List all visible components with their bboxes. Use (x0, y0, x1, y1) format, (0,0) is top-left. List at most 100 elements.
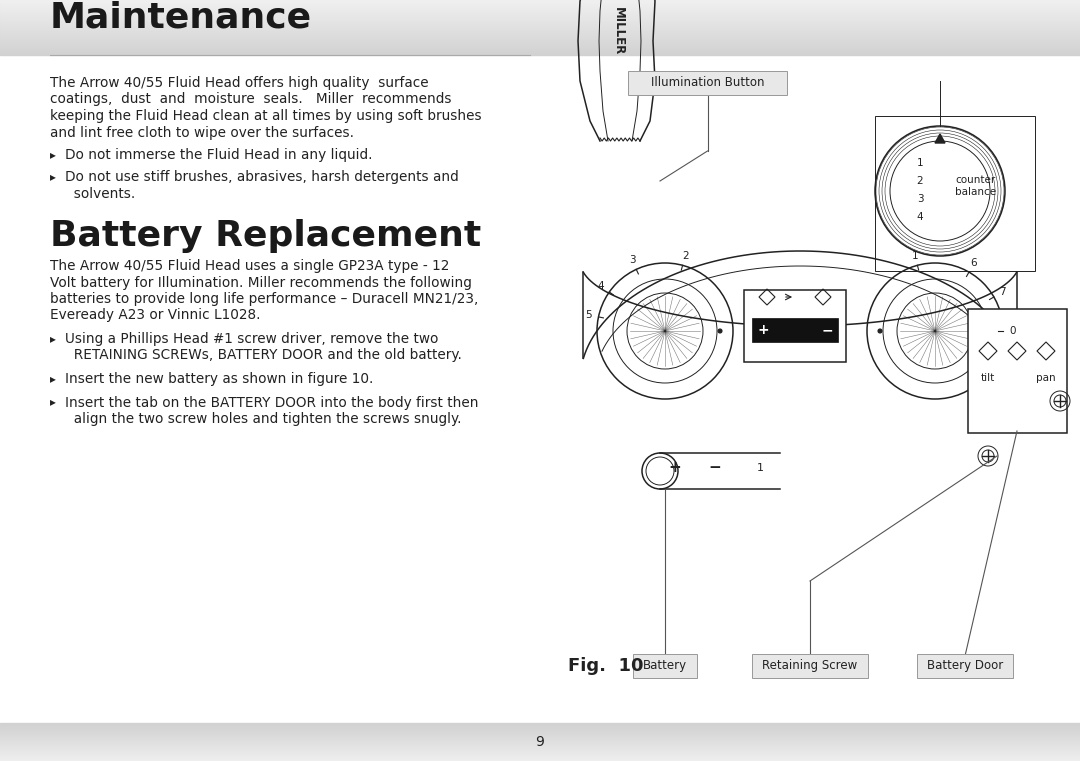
Bar (0, 757, 1080, 758)
Bar (0, 753, 1080, 754)
Ellipse shape (718, 329, 723, 333)
Bar (0, 14, 1080, 15)
Bar (0, 756, 1080, 757)
FancyBboxPatch shape (917, 654, 1013, 678)
Bar (0, 12, 1080, 13)
Bar (0, 733, 1080, 734)
Bar (0, 737, 1080, 738)
Bar (0, 8, 1080, 9)
Bar (0, 750, 1080, 751)
Bar (0, 34, 1080, 35)
Bar (0, 729, 1080, 730)
Text: batteries to provide long life performance – Duracell MN21/23,: batteries to provide long life performan… (50, 292, 478, 306)
Bar (0, 755, 1080, 756)
Text: ▸: ▸ (50, 332, 56, 345)
Bar (0, 42, 1080, 43)
Bar (0, 752, 1080, 753)
Bar (0, 5, 1080, 6)
Text: The Arrow 40/55 Fluid Head offers high quality  surface: The Arrow 40/55 Fluid Head offers high q… (50, 76, 429, 90)
Bar (0, 35, 1080, 36)
Bar (0, 49, 1080, 50)
Bar (0, 44, 1080, 45)
Text: +: + (757, 323, 769, 337)
Text: Battery: Battery (643, 660, 687, 673)
Bar (0, 723, 1080, 724)
Text: Using a Phillips Head #1 screw driver, remove the two: Using a Phillips Head #1 screw driver, r… (65, 332, 438, 346)
Bar (0, 760, 1080, 761)
Bar (0, 43, 1080, 44)
Bar (0, 27, 1080, 28)
Text: align the two screw holes and tighten the screws snugly.: align the two screw holes and tighten th… (65, 412, 461, 426)
Bar (0, 740, 1080, 741)
Text: 2: 2 (681, 250, 689, 261)
Text: Insert the new battery as shown in figure 10.: Insert the new battery as shown in figur… (65, 372, 374, 386)
FancyBboxPatch shape (627, 71, 787, 95)
Bar (0, 52, 1080, 53)
Bar (0, 19, 1080, 20)
Text: 3: 3 (917, 194, 923, 204)
Text: 6: 6 (971, 259, 977, 269)
Bar (0, 37, 1080, 38)
Text: 2: 2 (917, 176, 923, 186)
Bar (0, 21, 1080, 22)
Bar (0, 15, 1080, 16)
Text: and lint free cloth to wipe over the surfaces.: and lint free cloth to wipe over the sur… (50, 126, 354, 139)
Bar (0, 745, 1080, 746)
Text: ▸: ▸ (50, 148, 56, 161)
Text: 1: 1 (917, 158, 923, 168)
Bar (0, 32, 1080, 33)
Bar (0, 743, 1080, 744)
Bar (0, 46, 1080, 47)
Bar (0, 16, 1080, 17)
FancyBboxPatch shape (753, 654, 867, 678)
Bar (0, 758, 1080, 759)
Bar (0, 732, 1080, 733)
Text: 7: 7 (999, 287, 1005, 297)
Bar (0, 736, 1080, 737)
Text: 3: 3 (629, 255, 635, 266)
Bar (0, 23, 1080, 24)
Bar (0, 744, 1080, 745)
Text: counter
balance: counter balance (955, 175, 996, 197)
Bar (0, 1, 1080, 2)
FancyBboxPatch shape (968, 309, 1067, 433)
Bar (0, 25, 1080, 26)
Text: Do not immerse the Fluid Head in any liquid.: Do not immerse the Fluid Head in any liq… (65, 148, 373, 162)
Bar (0, 51, 1080, 52)
Text: RETAINING SCREWs, BATTERY DOOR and the old battery.: RETAINING SCREWs, BATTERY DOOR and the o… (65, 349, 462, 362)
Bar (0, 749, 1080, 750)
Text: 1: 1 (756, 463, 764, 473)
FancyBboxPatch shape (752, 318, 838, 342)
Bar (0, 748, 1080, 749)
Text: tilt: tilt (981, 373, 995, 383)
Bar (0, 727, 1080, 728)
Bar (0, 746, 1080, 747)
Bar (0, 2, 1080, 3)
Bar (0, 735, 1080, 736)
Text: pan: pan (1036, 373, 1056, 383)
Bar (0, 7, 1080, 8)
Bar (0, 36, 1080, 37)
Polygon shape (935, 134, 945, 143)
Text: ▸: ▸ (50, 396, 56, 409)
Bar (0, 751, 1080, 752)
Text: −: − (821, 323, 833, 337)
Text: solvents.: solvents. (65, 187, 135, 201)
Text: Illumination Button: Illumination Button (651, 77, 765, 90)
Bar (0, 31, 1080, 32)
Bar (0, 747, 1080, 748)
Bar (0, 41, 1080, 42)
Bar (0, 754, 1080, 755)
Bar (0, 40, 1080, 41)
Bar (0, 22, 1080, 23)
Text: Maintenance: Maintenance (50, 1, 312, 35)
Bar (0, 6, 1080, 7)
Bar (0, 728, 1080, 729)
Bar (0, 4, 1080, 5)
Bar (0, 742, 1080, 743)
Bar (0, 11, 1080, 12)
Bar (0, 20, 1080, 21)
Bar (0, 724, 1080, 725)
Bar (0, 730, 1080, 731)
Bar (0, 10, 1080, 11)
